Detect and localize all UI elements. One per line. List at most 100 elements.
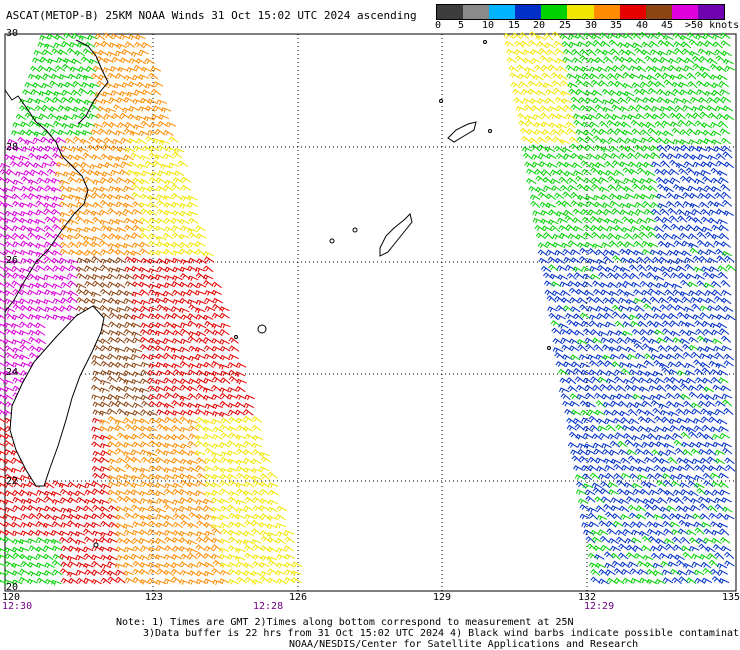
- legend-label: >50 knots: [685, 20, 740, 31]
- wind-barb: [641, 145, 653, 152]
- wind-barb: [525, 114, 536, 121]
- wind-barb: [75, 522, 86, 529]
- wind-barb: [708, 112, 719, 120]
- wind-barb: [0, 163, 11, 169]
- wind-barb: [163, 306, 174, 313]
- wind-barb: [705, 400, 717, 407]
- wind-barb: [139, 305, 151, 312]
- wind-barb: [712, 441, 724, 448]
- wind-barb: [243, 545, 255, 551]
- wind-barb: [63, 58, 74, 64]
- wind-barb: [663, 336, 674, 343]
- wind-barb: [211, 474, 223, 480]
- wind-barb: [156, 417, 167, 424]
- wind-barb: [566, 424, 578, 431]
- wind-barb: [547, 105, 559, 112]
- wind-barb: [656, 337, 667, 344]
- wind-barb: [66, 304, 78, 311]
- wind-barb: [124, 217, 135, 224]
- wind-barb: [724, 560, 735, 567]
- wind-barb: [707, 257, 718, 264]
- wind-barb: [604, 418, 615, 424]
- wind-barb: [106, 226, 118, 232]
- wind-barb: [27, 481, 38, 488]
- wind-barb: [641, 535, 652, 544]
- wind-barb: [550, 128, 561, 136]
- wind-barb: [11, 570, 23, 577]
- wind-barb: [659, 112, 671, 119]
- wind-barb: [131, 475, 142, 481]
- wind-barb: [657, 50, 669, 57]
- wind-barb: [51, 506, 62, 513]
- wind-barb: [693, 359, 704, 367]
- wind-barb: [276, 531, 288, 537]
- wind-barb: [83, 289, 94, 296]
- wind-barb: [638, 530, 650, 537]
- wind-barb: [26, 491, 38, 497]
- wind-barb: [645, 217, 656, 224]
- wind-barb: [195, 248, 206, 256]
- wind-barb: [35, 98, 46, 105]
- wind-barb: [210, 482, 222, 488]
- wind-barb: [11, 216, 23, 223]
- wind-barb: [702, 328, 714, 336]
- wind-barb: [92, 370, 103, 376]
- wind-barb: [106, 129, 117, 136]
- wind-barb: [58, 530, 70, 537]
- wind-barb: [587, 209, 599, 216]
- wind-barb: [171, 217, 182, 224]
- legend-swatch: [541, 5, 568, 19]
- wind-barb: [4, 281, 15, 289]
- wind-barb: [99, 489, 110, 495]
- wind-barb: [718, 120, 729, 128]
- wind-barb: [211, 497, 222, 504]
- wind-barb: [123, 451, 134, 457]
- wind-barb: [639, 31, 650, 39]
- wind-barb: [613, 463, 624, 471]
- wind-barb: [100, 177, 111, 184]
- wind-barb: [663, 281, 674, 288]
- wind-barb: [52, 499, 63, 505]
- wind-barb: [585, 343, 596, 351]
- wind-barb: [195, 330, 207, 337]
- wind-barb: [600, 487, 611, 495]
- wind-barb: [204, 473, 215, 480]
- wind-barb: [622, 577, 633, 584]
- wind-barb: [139, 562, 151, 568]
- wind-barb: [588, 162, 600, 169]
- wind-barb: [625, 49, 636, 56]
- wind-barb: [561, 98, 572, 104]
- wind-barb: [147, 377, 158, 384]
- wind-barb: [566, 127, 577, 135]
- wind-barb: [651, 57, 663, 64]
- wind-barb: [691, 303, 702, 311]
- wind-barb: [4, 553, 16, 560]
- wind-barb: [619, 161, 630, 167]
- wind-barb: [116, 322, 127, 329]
- wind-barb: [581, 121, 592, 128]
- wind-barb: [664, 98, 676, 105]
- wind-barb: [99, 410, 110, 416]
- wind-barb: [228, 354, 239, 360]
- wind-barb: [567, 177, 578, 185]
- wind-barb: [719, 328, 730, 335]
- wind-barb: [180, 553, 191, 560]
- wind-barb: [616, 281, 627, 289]
- wind-barb: [171, 192, 182, 200]
- wind-barb: [606, 528, 617, 535]
- wind-barb: [609, 394, 621, 401]
- wind-barb: [124, 410, 135, 417]
- wind-barb: [11, 562, 22, 569]
- wind-barb: [116, 432, 128, 439]
- wind-barb: [19, 553, 30, 561]
- wind-barb: [116, 210, 127, 217]
- wind-barb: [164, 313, 175, 320]
- wind-barb: [236, 378, 247, 385]
- wind-barb: [82, 187, 94, 193]
- wind-barb: [44, 562, 55, 569]
- wind-barb: [575, 175, 586, 183]
- wind-barb: [164, 179, 176, 186]
- wind-barb: [148, 546, 159, 553]
- wind-barb: [114, 425, 126, 431]
- wind-barb: [195, 403, 206, 409]
